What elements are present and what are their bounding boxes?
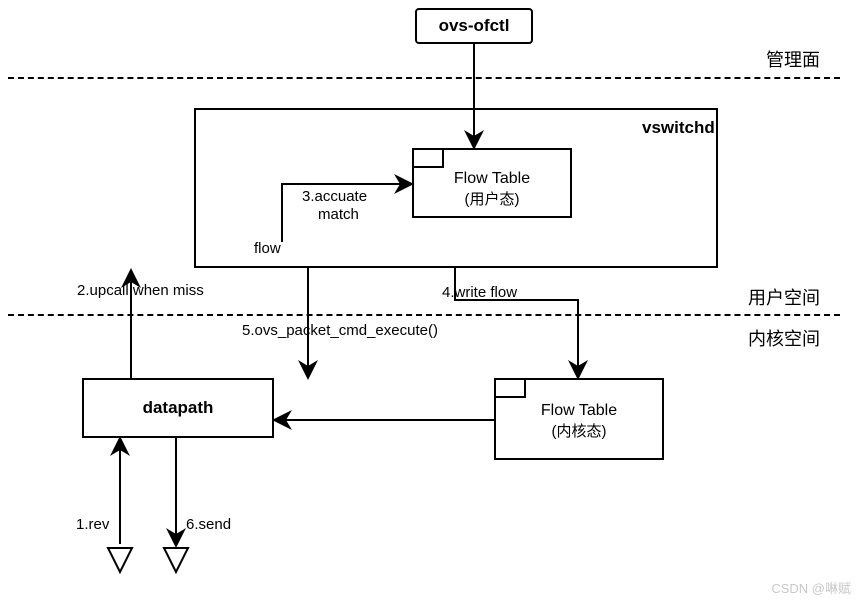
edge-label-write-flow: 4.write flow bbox=[442, 284, 517, 301]
node-datapath: datapath bbox=[82, 378, 274, 438]
layer-label-management: 管理面 bbox=[766, 46, 820, 72]
container-vswitchd-label: vswitchd bbox=[642, 118, 715, 138]
flow-table-user-tab bbox=[414, 150, 444, 168]
node-flow-table-kernel: Flow Table (内核态) bbox=[494, 378, 664, 460]
divider-management bbox=[8, 77, 840, 79]
edge-label-accuate: 3.accuate bbox=[302, 188, 367, 205]
port-rev-icon bbox=[108, 548, 132, 572]
flow-table-user-title: Flow Table bbox=[414, 166, 570, 188]
watermark: CSDN @啉赋 bbox=[771, 578, 851, 597]
layer-label-user-space: 用户空间 bbox=[748, 284, 820, 310]
flow-table-kernel-tab bbox=[496, 380, 526, 398]
edge-label-send: 6.send bbox=[186, 516, 231, 533]
divider-user-kernel bbox=[8, 314, 840, 316]
edge-label-execute: 5.ovs_packet_cmd_execute() bbox=[242, 322, 438, 339]
flow-table-user-subtitle: (用户态) bbox=[414, 188, 570, 209]
label-flow: flow bbox=[254, 240, 281, 257]
edge-label-match: match bbox=[318, 206, 359, 223]
edge-label-upcall: 2.upcall when miss bbox=[77, 282, 204, 299]
node-datapath-label: datapath bbox=[143, 398, 214, 418]
node-ovs-ofctl-label: ovs-ofctl bbox=[439, 16, 510, 36]
layer-label-kernel-space: 内核空间 bbox=[748, 325, 820, 351]
edges-svg bbox=[0, 0, 865, 603]
node-flow-table-user: Flow Table (用户态) bbox=[412, 148, 572, 218]
node-ovs-ofctl: ovs-ofctl bbox=[415, 8, 533, 44]
edge-label-rev: 1.rev bbox=[76, 516, 109, 533]
ovs-flow-diagram: 管理面 用户空间 内核空间 ovs-ofctl vswitchd Flow Ta… bbox=[0, 0, 865, 603]
flow-table-kernel-subtitle: (内核态) bbox=[496, 420, 662, 441]
port-send-icon bbox=[164, 548, 188, 572]
flow-table-kernel-title: Flow Table bbox=[496, 398, 662, 420]
